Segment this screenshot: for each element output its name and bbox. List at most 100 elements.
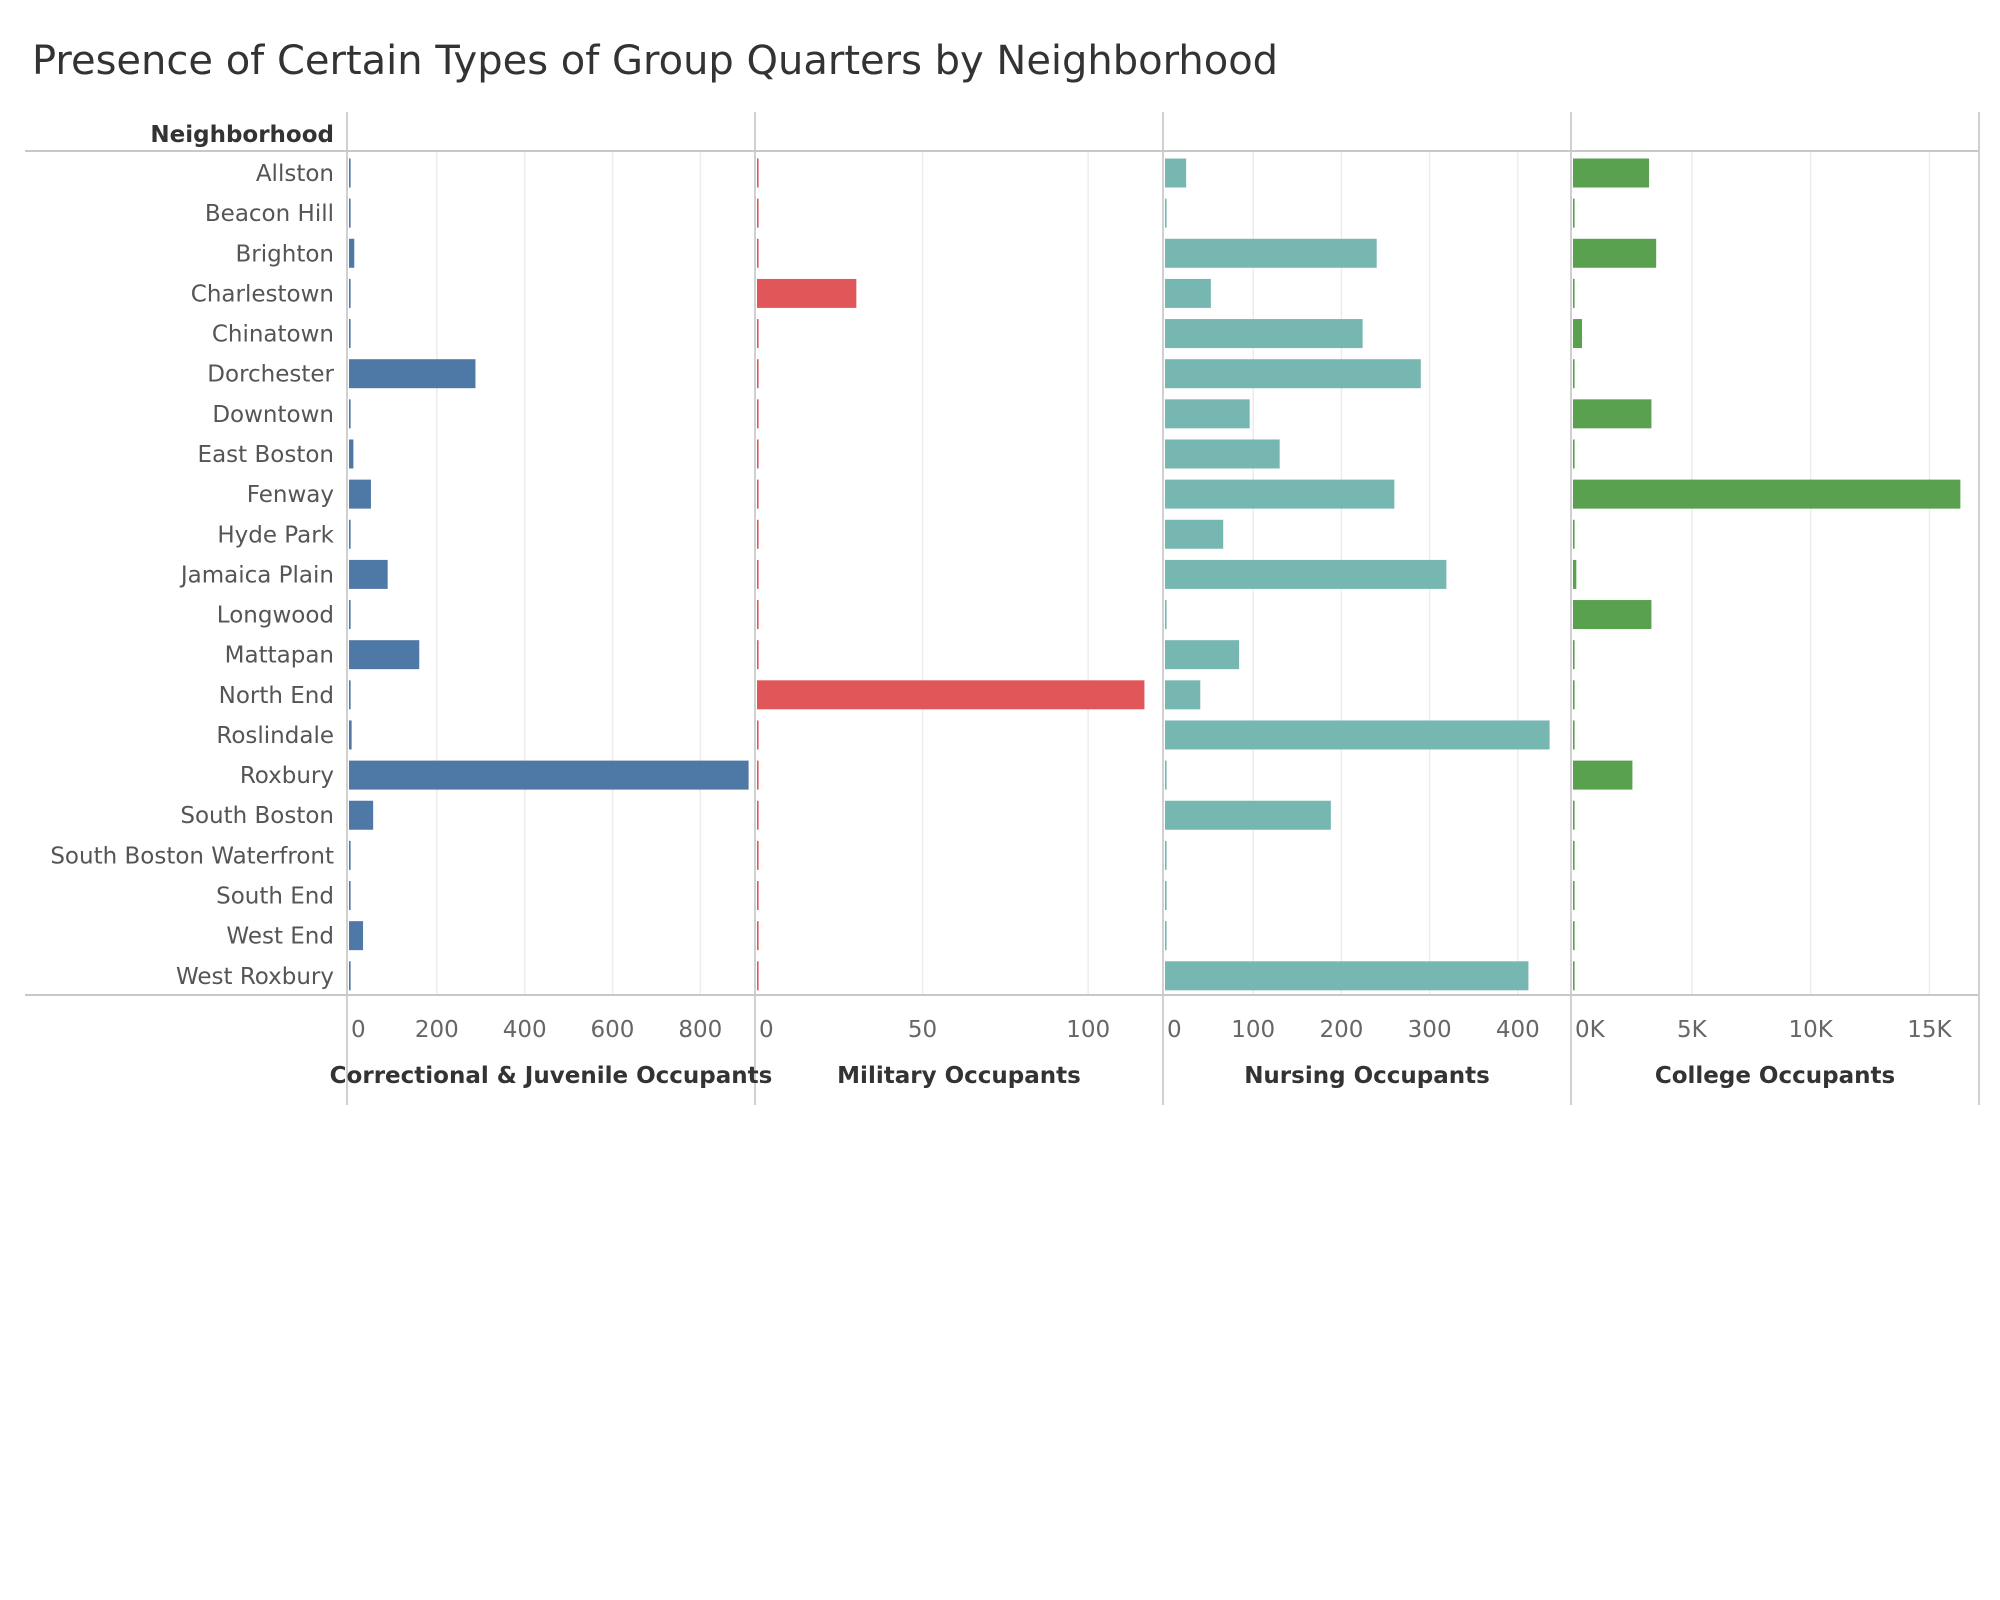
bar-military-occupants-west-end[interactable] xyxy=(757,921,759,951)
bar-college-occupants-allston[interactable] xyxy=(1573,158,1650,188)
row-label-north-end: North End xyxy=(219,683,334,709)
bar-military-occupants-charlestown[interactable] xyxy=(757,278,857,308)
bar-college-occupants-jamaica-plain[interactable] xyxy=(1573,559,1577,589)
bar-college-occupants-south-boston-waterfront[interactable] xyxy=(1573,840,1575,870)
bar-nursing-occupants-longwood[interactable] xyxy=(1165,600,1167,630)
bar-military-occupants-chinatown[interactable] xyxy=(757,319,759,349)
bar-college-occupants-dorchester[interactable] xyxy=(1573,359,1575,389)
bar-college-occupants-roxbury[interactable] xyxy=(1573,760,1633,790)
bar-nursing-occupants-allston[interactable] xyxy=(1165,158,1187,188)
bar-college-occupants-longwood[interactable] xyxy=(1573,600,1652,630)
chart-title: Presence of Certain Types of Group Quart… xyxy=(32,38,1279,84)
bar-correctional-juvenile-occupants-allston[interactable] xyxy=(349,158,351,188)
bar-nursing-occupants-west-roxbury[interactable] xyxy=(1165,961,1529,991)
axis-tick-label: 100 xyxy=(1066,1017,1110,1043)
bar-correctional-juvenile-occupants-downtown[interactable] xyxy=(349,399,351,429)
row-label-jamaica-plain: Jamaica Plain xyxy=(179,562,334,588)
bar-college-occupants-hyde-park[interactable] xyxy=(1573,519,1575,549)
bar-military-occupants-brighton[interactable] xyxy=(757,238,759,268)
bar-college-occupants-brighton[interactable] xyxy=(1573,238,1657,268)
bar-correctional-juvenile-occupants-hyde-park[interactable] xyxy=(349,519,351,549)
bar-military-occupants-fenway[interactable] xyxy=(757,479,759,509)
bar-college-occupants-downtown[interactable] xyxy=(1573,399,1652,429)
bar-nursing-occupants-fenway[interactable] xyxy=(1165,479,1395,509)
bar-nursing-occupants-dorchester[interactable] xyxy=(1165,359,1421,389)
bar-military-occupants-jamaica-plain[interactable] xyxy=(757,559,759,589)
bar-college-occupants-chinatown[interactable] xyxy=(1573,319,1583,349)
bar-military-occupants-roxbury[interactable] xyxy=(757,760,759,790)
bar-military-occupants-mattapan[interactable] xyxy=(757,640,759,670)
bar-college-occupants-roslindale[interactable] xyxy=(1573,720,1575,750)
panel-title-military-occupants: Military Occupants xyxy=(837,1063,1081,1089)
bar-nursing-occupants-beacon-hill[interactable] xyxy=(1165,198,1167,228)
bar-military-occupants-allston[interactable] xyxy=(757,158,759,188)
bar-correctional-juvenile-occupants-dorchester[interactable] xyxy=(349,359,476,389)
bar-correctional-juvenile-occupants-south-boston-waterfront[interactable] xyxy=(349,840,351,870)
bar-correctional-juvenile-occupants-roxbury[interactable] xyxy=(349,760,749,790)
row-label-west-end: West End xyxy=(226,924,334,950)
bar-military-occupants-south-boston[interactable] xyxy=(757,800,759,830)
bar-military-occupants-south-end[interactable] xyxy=(757,881,759,911)
bar-correctional-juvenile-occupants-west-end[interactable] xyxy=(349,921,364,951)
row-label-south-end: South End xyxy=(216,884,334,910)
bar-nursing-occupants-downtown[interactable] xyxy=(1165,399,1250,429)
bar-nursing-occupants-hyde-park[interactable] xyxy=(1165,519,1224,549)
bar-correctional-juvenile-occupants-jamaica-plain[interactable] xyxy=(349,559,388,589)
bar-military-occupants-beacon-hill[interactable] xyxy=(757,198,759,228)
bar-nursing-occupants-chinatown[interactable] xyxy=(1165,319,1363,349)
bar-correctional-juvenile-occupants-chinatown[interactable] xyxy=(349,319,351,349)
bar-correctional-juvenile-occupants-charlestown[interactable] xyxy=(349,278,351,308)
bar-nursing-occupants-charlestown[interactable] xyxy=(1165,278,1211,308)
bar-correctional-juvenile-occupants-beacon-hill[interactable] xyxy=(349,198,351,228)
bar-nursing-occupants-south-boston[interactable] xyxy=(1165,800,1331,830)
bar-college-occupants-south-end[interactable] xyxy=(1573,881,1575,911)
row-label-roslindale: Roslindale xyxy=(216,723,334,749)
bar-military-occupants-hyde-park[interactable] xyxy=(757,519,759,549)
row-label-longwood: Longwood xyxy=(217,603,334,629)
bar-military-occupants-north-end[interactable] xyxy=(757,680,1145,710)
bar-military-occupants-roslindale[interactable] xyxy=(757,720,759,750)
axis-tick-label: 600 xyxy=(591,1017,635,1043)
bar-college-occupants-east-boston[interactable] xyxy=(1573,439,1575,469)
bar-nursing-occupants-north-end[interactable] xyxy=(1165,680,1201,710)
bar-correctional-juvenile-occupants-brighton[interactable] xyxy=(349,238,355,268)
bar-correctional-juvenile-occupants-south-end[interactable] xyxy=(349,881,351,911)
bar-military-occupants-east-boston[interactable] xyxy=(757,439,759,469)
bar-college-occupants-beacon-hill[interactable] xyxy=(1573,198,1575,228)
bar-college-occupants-west-end[interactable] xyxy=(1573,921,1575,951)
bar-nursing-occupants-south-end[interactable] xyxy=(1165,881,1167,911)
bar-correctional-juvenile-occupants-longwood[interactable] xyxy=(349,600,351,630)
bar-military-occupants-dorchester[interactable] xyxy=(757,359,759,389)
bar-nursing-occupants-mattapan[interactable] xyxy=(1165,640,1240,670)
bar-correctional-juvenile-occupants-fenway[interactable] xyxy=(349,479,371,509)
bar-college-occupants-west-roxbury[interactable] xyxy=(1573,961,1575,991)
bar-nursing-occupants-roslindale[interactable] xyxy=(1165,720,1550,750)
panel-title-college-occupants: College Occupants xyxy=(1655,1063,1895,1089)
bar-correctional-juvenile-occupants-east-boston[interactable] xyxy=(349,439,354,469)
bar-college-occupants-north-end[interactable] xyxy=(1573,680,1575,710)
bar-correctional-juvenile-occupants-south-boston[interactable] xyxy=(349,800,374,830)
bar-military-occupants-west-roxbury[interactable] xyxy=(757,961,759,991)
bar-correctional-juvenile-occupants-mattapan[interactable] xyxy=(349,640,420,670)
bar-military-occupants-longwood[interactable] xyxy=(757,600,759,630)
bar-nursing-occupants-west-end[interactable] xyxy=(1165,921,1167,951)
row-label-south-boston-waterfront: South Boston Waterfront xyxy=(50,843,334,869)
bar-college-occupants-charlestown[interactable] xyxy=(1573,278,1575,308)
bar-college-occupants-south-boston[interactable] xyxy=(1573,800,1575,830)
bar-nursing-occupants-east-boston[interactable] xyxy=(1165,439,1280,469)
bar-correctional-juvenile-occupants-west-roxbury[interactable] xyxy=(349,961,351,991)
bar-nursing-occupants-south-boston-waterfront[interactable] xyxy=(1165,840,1167,870)
row-label-chinatown: Chinatown xyxy=(212,322,334,348)
bar-military-occupants-south-boston-waterfront[interactable] xyxy=(757,840,759,870)
bar-correctional-juvenile-occupants-roslindale[interactable] xyxy=(349,720,352,750)
bar-college-occupants-fenway[interactable] xyxy=(1573,479,1961,509)
bar-nursing-occupants-brighton[interactable] xyxy=(1165,238,1377,268)
bar-nursing-occupants-roxbury[interactable] xyxy=(1165,760,1167,790)
bar-military-occupants-downtown[interactable] xyxy=(757,399,759,429)
bar-correctional-juvenile-occupants-north-end[interactable] xyxy=(349,680,351,710)
bar-nursing-occupants-jamaica-plain[interactable] xyxy=(1165,559,1447,589)
row-label-beacon-hill: Beacon Hill xyxy=(205,201,334,227)
axis-tick-label: 200 xyxy=(415,1017,459,1043)
bar-college-occupants-mattapan[interactable] xyxy=(1573,640,1575,670)
